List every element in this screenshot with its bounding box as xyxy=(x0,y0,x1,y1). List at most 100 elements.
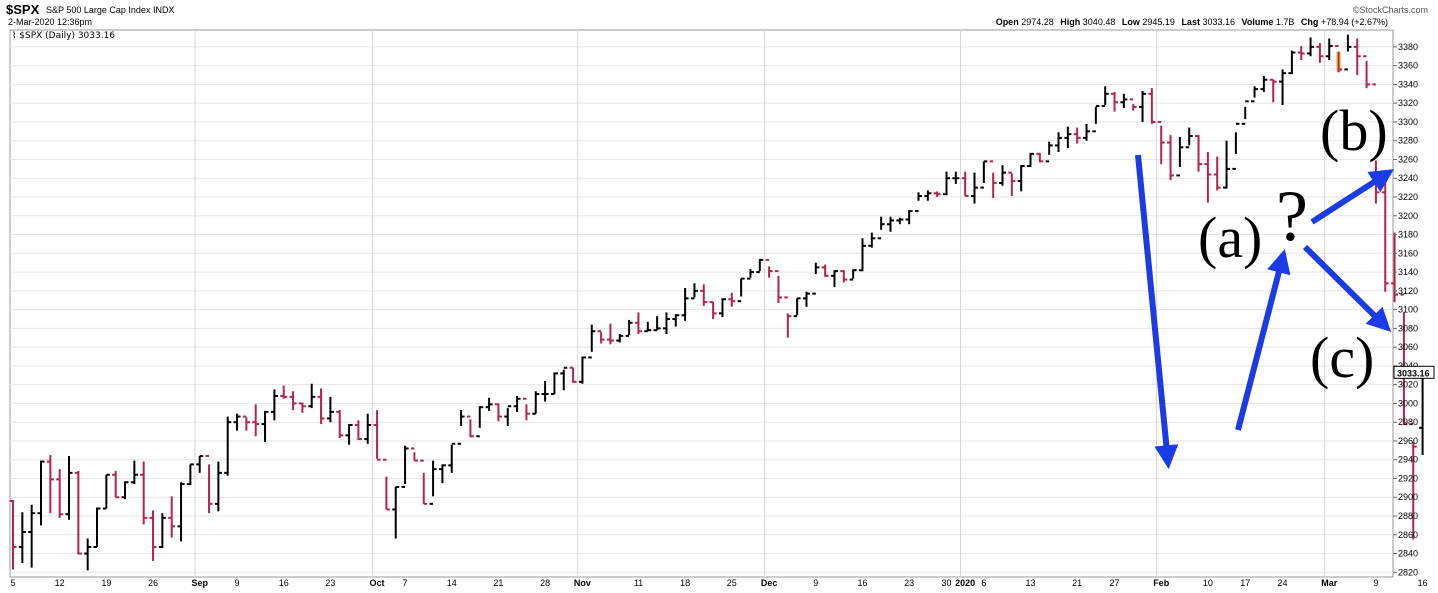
y-tick-label: 3060 xyxy=(1398,342,1418,352)
label-question: ? xyxy=(1276,176,1308,256)
ohlc-bar xyxy=(1120,93,1128,108)
ohlc-bar xyxy=(569,366,577,383)
wave-c-arrow xyxy=(1302,244,1392,333)
ohlc-bar xyxy=(1251,86,1259,103)
ohlc-bar xyxy=(112,470,120,499)
ohlc-bar xyxy=(1092,104,1100,133)
y-tick-label: 2940 xyxy=(1398,455,1418,465)
ohlc-bar xyxy=(1307,37,1315,57)
ohlc-bar xyxy=(214,461,222,512)
ohlc-bar xyxy=(914,192,922,213)
ohlc-bar xyxy=(1157,120,1165,165)
ohlc-bar xyxy=(1176,136,1184,177)
ohlc-bar xyxy=(877,216,885,240)
x-tick-label: 9 xyxy=(1373,578,1378,588)
last-value-box xyxy=(1393,365,1435,379)
x-tick-label: 2020 xyxy=(955,578,975,588)
volume-label: Volume xyxy=(1241,17,1274,27)
high-value: 3040.48 xyxy=(1082,17,1116,27)
ohlc-bar xyxy=(1055,132,1063,152)
change-value: +78.94 (+2.67%) xyxy=(1320,17,1388,27)
ohlc-bar xyxy=(1288,50,1296,75)
x-tick-label: 30 xyxy=(941,578,951,588)
y-tick-label: 3280 xyxy=(1398,136,1418,146)
ohlc-bar xyxy=(980,160,988,189)
ohlc-bar xyxy=(1101,86,1109,107)
y-tick-label: 2840 xyxy=(1398,549,1418,559)
plot-frame xyxy=(9,29,1394,578)
source-credit[interactable]: ©StockCharts.com xyxy=(1352,5,1428,15)
ohlc-bar xyxy=(354,420,362,441)
x-tick-label: 16 xyxy=(279,578,289,588)
series-legend-text: $SPX (Daily) 3033.16 xyxy=(19,31,116,41)
ohlc-bar xyxy=(793,297,801,318)
series-legend: ⌇ $SPX (Daily) 3033.16 xyxy=(12,31,116,41)
y-tick-label: 2920 xyxy=(1398,473,1418,483)
ohlc-bar xyxy=(410,447,418,462)
y-tick-label: 2860 xyxy=(1398,530,1418,540)
ohlc-bar xyxy=(1335,44,1343,73)
ohlc-bar xyxy=(1073,127,1081,144)
ohlc-bar xyxy=(634,312,642,334)
ohlc-bar xyxy=(382,458,390,511)
ohlc-bar xyxy=(345,424,353,445)
ohlc-bar xyxy=(298,402,306,413)
ohlc-bar xyxy=(588,324,596,359)
ohlc-bar xyxy=(1139,90,1147,122)
ohlc-bar xyxy=(1017,165,1025,192)
ticker-symbol[interactable]: $SPX xyxy=(6,2,40,17)
ohlc-bar xyxy=(1036,152,1044,163)
x-tick-label: Mar xyxy=(1321,578,1338,588)
ohlc-bar xyxy=(812,262,820,295)
ohlc-bar xyxy=(37,460,45,526)
ohlc-bar xyxy=(1064,126,1072,149)
ohlc-bar xyxy=(541,380,549,402)
ohlc-bar xyxy=(1129,98,1137,111)
ohlc-bar xyxy=(971,172,979,204)
ohlc-bar xyxy=(242,415,250,431)
ohlc-bar xyxy=(858,238,866,272)
ohlc-bar xyxy=(317,388,325,425)
ohlc-bar xyxy=(550,372,558,396)
ohlc-bar xyxy=(690,283,698,300)
ohlc-bar xyxy=(644,321,652,333)
ohlc-bar xyxy=(1344,34,1352,71)
ohlc-bar xyxy=(1241,100,1249,125)
ohlc-bar xyxy=(830,270,838,288)
y-tick-label: 3260 xyxy=(1398,154,1418,164)
x-tick-label: 27 xyxy=(1110,578,1120,588)
ohlc-bar xyxy=(364,413,372,444)
ohlc-bar xyxy=(1260,75,1268,92)
x-tick-label: 21 xyxy=(493,578,503,588)
ohlc-bar xyxy=(989,160,997,198)
y-tick-label: 3360 xyxy=(1398,61,1418,71)
ohlc-bar xyxy=(177,482,185,542)
ohlc-bar xyxy=(233,413,241,431)
x-tick-label: 9 xyxy=(235,578,240,588)
ohlc-bar xyxy=(1269,78,1277,103)
wave-annotations: (a) ? (b) (c) xyxy=(1135,98,1395,470)
ohlc-bar xyxy=(625,319,633,337)
y-tick-label: 3220 xyxy=(1398,192,1418,202)
high-label: High xyxy=(1060,17,1081,27)
x-tick-label: 17 xyxy=(1240,578,1250,588)
y-tick-label: 2880 xyxy=(1398,511,1418,521)
ohlc-bar xyxy=(140,461,148,525)
y-tick-label: 3000 xyxy=(1398,398,1418,408)
ohlc-bar xyxy=(1297,45,1305,61)
ohlc-bar xyxy=(961,171,969,198)
x-tick-label: 18 xyxy=(680,578,690,588)
ohlc-bar xyxy=(485,397,493,411)
y-tick-label: 3080 xyxy=(1398,323,1418,333)
ohlc-bar xyxy=(429,460,437,505)
ohlc-bar xyxy=(420,459,428,505)
ohlc-bar xyxy=(522,397,530,421)
ohlc-bar xyxy=(821,264,829,277)
ohlc-bar xyxy=(130,460,138,485)
ohlc-bar xyxy=(1232,122,1240,170)
ohlc-bar xyxy=(1027,152,1035,168)
x-tick-label: 6 xyxy=(981,578,986,588)
y-tick-label: 2900 xyxy=(1398,492,1418,502)
ohlc-bar xyxy=(578,356,586,384)
